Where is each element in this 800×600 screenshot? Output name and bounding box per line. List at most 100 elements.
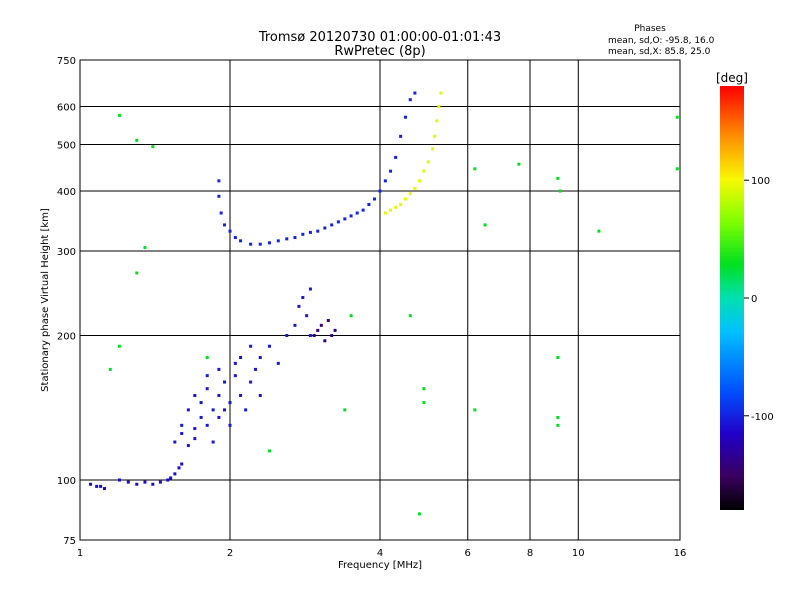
data-point (305, 314, 309, 318)
data-point (143, 246, 147, 250)
x-tick-label: 2 (227, 548, 233, 559)
data-point (258, 394, 262, 398)
data-point (394, 155, 398, 159)
data-point (675, 167, 679, 171)
data-point (205, 355, 209, 359)
data-point (249, 380, 253, 384)
data-point (135, 482, 139, 486)
data-point (258, 355, 262, 359)
data-point (399, 134, 403, 138)
data-point (383, 211, 387, 215)
data-point (95, 484, 99, 488)
y-tick-label: 75 (63, 536, 76, 547)
colorbar (720, 86, 744, 510)
y-tick-label: 300 (57, 247, 76, 258)
data-point (403, 115, 407, 119)
y-tick-label: 600 (57, 103, 76, 114)
data-point (378, 189, 382, 193)
data-point (403, 197, 407, 201)
data-point (193, 437, 197, 441)
data-point (217, 179, 221, 183)
data-point (99, 484, 103, 488)
data-point (267, 241, 271, 245)
y-tick-label: 200 (57, 332, 76, 343)
series-group (217, 91, 417, 246)
chart-title: Tromsø 20120730 01:00:00-01:01:43 (258, 30, 501, 45)
data-point (367, 202, 371, 206)
data-point (177, 466, 181, 470)
data-point (166, 478, 170, 482)
data-point (293, 236, 297, 240)
data-point (316, 229, 320, 233)
data-point (431, 147, 435, 151)
data-point (426, 160, 430, 164)
data-point (389, 169, 393, 173)
data-point (297, 304, 301, 308)
data-point (199, 401, 203, 405)
data-point (435, 119, 439, 123)
data-point (89, 482, 93, 486)
data-point (556, 415, 560, 419)
colorbar-tick-label: 100 (751, 176, 770, 187)
data-point (413, 91, 417, 95)
data-point (169, 476, 173, 480)
data-point (228, 401, 232, 405)
data-point (293, 323, 297, 327)
data-point (333, 328, 337, 332)
series-group (89, 462, 184, 491)
plot-frame (79, 59, 681, 541)
data-point (330, 334, 334, 338)
stats-heading: Phases (634, 24, 666, 34)
data-point (361, 208, 365, 212)
data-point (308, 334, 312, 338)
data-points-layer (89, 91, 679, 516)
data-point (151, 482, 155, 486)
data-point (267, 344, 271, 348)
data-point (336, 220, 340, 224)
data-point (323, 226, 327, 230)
data-point (326, 318, 330, 322)
x-tick-label: 10 (572, 548, 585, 559)
data-point (239, 239, 243, 243)
data-point (267, 449, 271, 453)
data-point (556, 176, 560, 180)
data-point (135, 271, 139, 275)
data-point (249, 242, 253, 246)
data-point (193, 394, 197, 398)
data-point (186, 408, 190, 412)
data-point (117, 113, 121, 117)
data-point (413, 186, 417, 190)
data-point (108, 367, 112, 371)
data-point (319, 323, 323, 327)
series-group (383, 91, 443, 215)
data-point (343, 217, 347, 221)
data-point (223, 380, 227, 384)
data-point (301, 296, 305, 300)
data-point (399, 202, 403, 206)
data-point (556, 423, 560, 427)
x-axis-label: Frequency [MHz] (338, 560, 422, 571)
data-point (433, 134, 437, 138)
data-point (258, 242, 262, 246)
data-point (219, 211, 223, 215)
data-point (135, 138, 139, 142)
data-point (143, 480, 147, 484)
series-group (108, 113, 679, 516)
data-point (301, 232, 305, 236)
data-point (422, 169, 426, 173)
data-point (180, 462, 184, 466)
data-point (233, 361, 237, 365)
data-point (205, 423, 209, 427)
colorbar-label: [deg] (716, 71, 748, 85)
data-point (276, 239, 280, 243)
data-point (205, 387, 209, 391)
data-point (316, 328, 320, 332)
y-tick-label: 400 (57, 187, 76, 198)
data-point (199, 415, 203, 419)
data-point (408, 98, 412, 102)
chart-subtitle: RwPretec (8p) (334, 44, 425, 59)
data-point (233, 236, 237, 240)
data-point (180, 423, 184, 427)
data-point (151, 145, 155, 149)
